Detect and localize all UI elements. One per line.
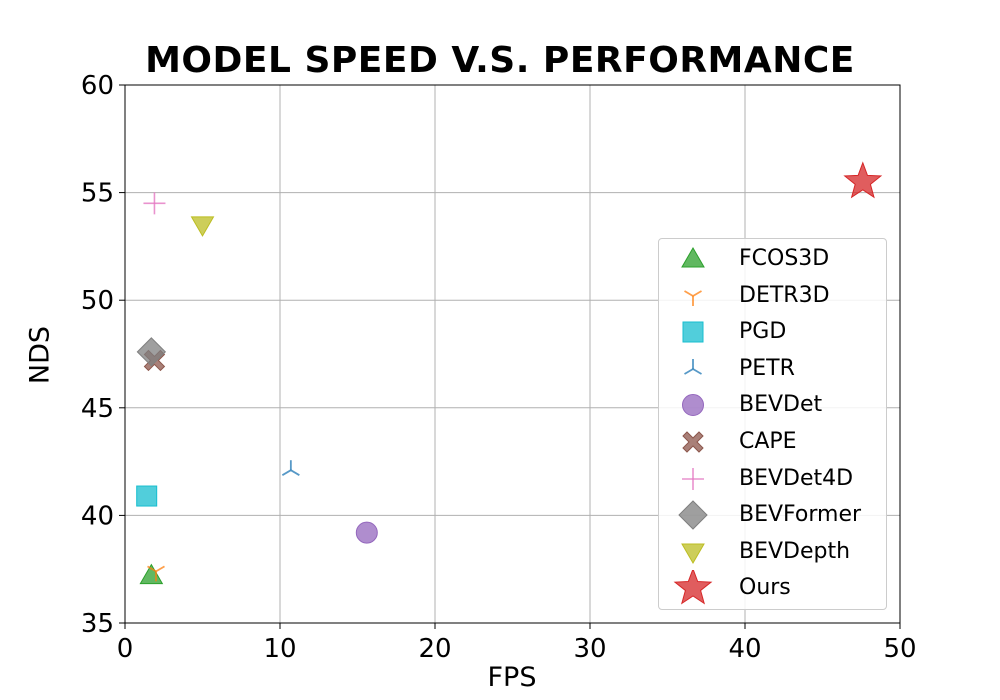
x-tick-label: 20 (418, 634, 451, 664)
legend-marker (682, 467, 704, 490)
legend-marker-bevdepth (681, 543, 705, 564)
legend-marker-bevdet4d (682, 467, 704, 490)
plot-frame (124, 84, 901, 624)
legend-marker (682, 394, 704, 417)
legend-item: CAPE (659, 424, 888, 460)
legend-item: BEVDepth (659, 534, 888, 570)
legend-item: BEVDet (659, 387, 888, 423)
point-bevdepth (190, 216, 215, 237)
point-detr3d (147, 565, 165, 582)
y-tick-label: 60 (81, 71, 114, 101)
legend-marker (678, 500, 708, 530)
x-tick-label: 50 (883, 634, 916, 664)
legend-label: CAPE (739, 429, 797, 454)
legend-label: BEVDet (739, 392, 823, 418)
legend-marker (684, 289, 702, 306)
legend-marker (682, 321, 704, 343)
y-tick-label: 45 (81, 394, 114, 424)
legend-label: BEVFormer (739, 502, 862, 528)
legend-marker (681, 543, 705, 564)
legend-item: BEVFormer (659, 497, 888, 533)
legend-marker-bevformer (678, 500, 708, 530)
point-bevformer (136, 337, 167, 367)
legend-marker (681, 247, 705, 268)
legend-label: DETR3D (739, 282, 830, 308)
legend-marker-fcos3d (681, 247, 705, 268)
legend-marker-cape (682, 431, 704, 453)
legend-marker-bevdet (682, 394, 704, 417)
legend-item: PGD (659, 314, 888, 350)
legend-label: BEVDet4D (739, 465, 854, 491)
legend-label: PGD (739, 319, 787, 345)
x-tick-label: 10 (263, 634, 296, 664)
point-pgd (136, 485, 158, 507)
legend-label: Ours (739, 575, 791, 601)
point-bevdet (355, 521, 378, 544)
legend-label: PETR (739, 355, 795, 381)
legend-marker (673, 570, 713, 605)
chart-title: MODEL SPEED V.S. PERFORMANCE (145, 40, 855, 81)
legend-marker (684, 358, 702, 375)
point-petr (281, 460, 300, 476)
legend-marker-pgd (682, 321, 704, 343)
legend-marker (682, 431, 704, 453)
x-tick-label: 40 (728, 634, 761, 664)
y-tick-label: 35 (81, 609, 114, 639)
legend-marker-detr3d (684, 289, 702, 306)
point-fcos3d (139, 563, 164, 585)
legend-item: DETR3D (659, 278, 888, 314)
legend-item: BEVDet4D (659, 461, 888, 497)
x-tick-label: 0 (117, 634, 134, 664)
x-axis-label: FPS (487, 662, 537, 693)
y-tick-label: 55 (81, 179, 114, 209)
legend-marker-ours (673, 570, 713, 605)
data-points (136, 161, 883, 585)
point-ours (843, 161, 883, 199)
legend: FCOS3D DETR3D PGD PETR BEVDet CAPE BEVDet4D BEV… (658, 238, 887, 610)
axes (119, 84, 901, 629)
x-tick-label: 30 (573, 634, 606, 664)
y-axis-label: NDS (24, 325, 56, 385)
legend-item: FCOS3D (659, 241, 888, 277)
y-tick-label: 40 (81, 501, 114, 531)
legend-item: Ours (659, 570, 888, 606)
legend-item: PETR (659, 351, 888, 387)
legend-marker-petr (684, 358, 702, 375)
legend-label: BEVDepth (739, 538, 851, 564)
y-tick-label: 50 (81, 286, 114, 316)
tick-labels: 0 10 20 30 40 50 35 40 45 50 55 60 (81, 71, 917, 664)
point-bevdet4d (143, 192, 166, 215)
legend-label: FCOS3D (739, 246, 830, 271)
